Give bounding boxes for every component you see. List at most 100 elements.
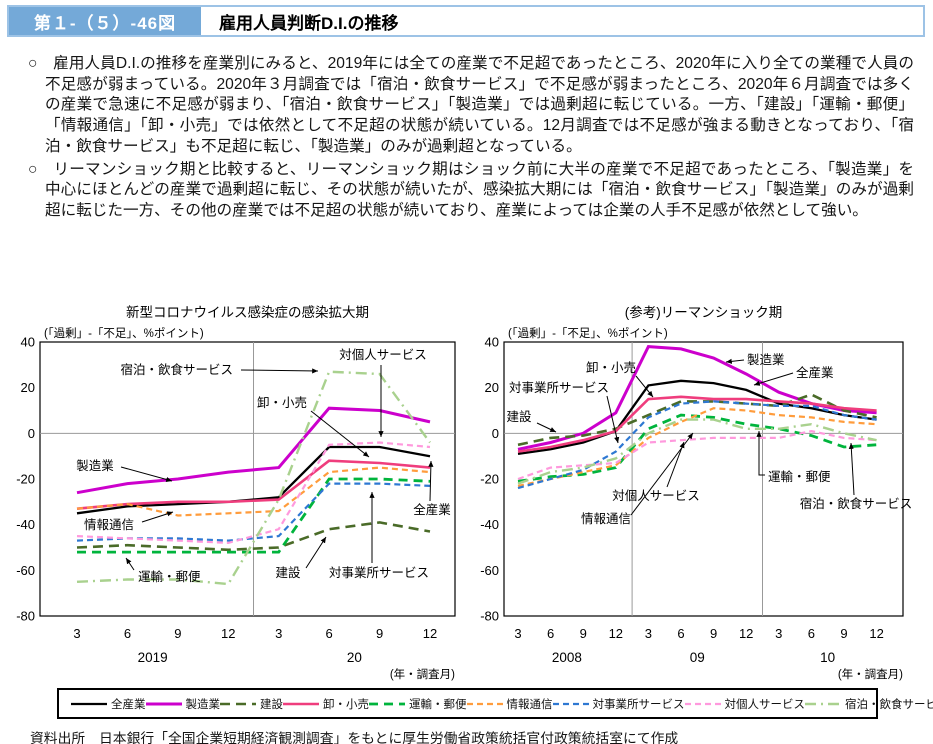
annotation-label-manufacturing: 製造業 bbox=[747, 352, 785, 367]
series-line-wholesale-retail bbox=[76, 459, 431, 510]
annotation-arrow-wholesale-retail bbox=[310, 410, 370, 458]
year-label: 20 bbox=[347, 650, 362, 665]
paragraph-lehman-comparison: ○ リーマンショック期と比較すると、リーマンショック期はショック前に大半の産業で… bbox=[28, 160, 914, 219]
x-tick-label: 12 bbox=[869, 626, 883, 641]
x-tick-label: 3 bbox=[775, 626, 782, 641]
annotation-arrow-accommodation-food-services bbox=[240, 368, 319, 374]
legend-label-accommodation-food-services: 宿泊・飲食サービス bbox=[845, 698, 933, 711]
series-line-personal-services bbox=[517, 429, 877, 481]
legend-line-personal-services bbox=[684, 702, 721, 705]
figure-number-badge: 第１-（５）-46図 bbox=[9, 7, 201, 35]
year-label: 10 bbox=[820, 650, 835, 665]
annotation-label-all-industries: 全産業 bbox=[796, 365, 834, 380]
series-line-transport-postal bbox=[77, 477, 431, 554]
y-axis-unit-label: (「過剰」-「不足」、%ポイント) bbox=[44, 327, 204, 340]
legend-label-business-services: 対事業所サービス bbox=[592, 698, 685, 711]
x-tick-label: 12 bbox=[423, 626, 437, 641]
year-label: 2008 bbox=[552, 650, 582, 665]
x-tick-label: 6 bbox=[677, 626, 684, 641]
annotation-label-personal-services: 対個人サービス bbox=[612, 489, 700, 503]
chart-title: (参考)リーマンショック期 bbox=[625, 304, 783, 320]
legend-label-personal-services: 対個人サービス bbox=[724, 698, 806, 711]
annotation-arrow-manufacturing bbox=[120, 466, 173, 482]
series-line-construction bbox=[517, 393, 877, 447]
x-tick-label: 6 bbox=[808, 626, 815, 641]
annotation-arrow-accommodation-food-services bbox=[848, 442, 855, 496]
annotation-arrow-transport-postal bbox=[756, 431, 765, 476]
year-label: 2019 bbox=[138, 650, 168, 665]
y-tick-label: -40 bbox=[16, 517, 35, 532]
legend-line-manufacturing bbox=[145, 702, 182, 705]
annotation-label-transport-postal: 運輸・郵便 bbox=[138, 569, 201, 584]
annotation-label-wholesale-retail: 卸・小売 bbox=[586, 360, 636, 375]
annotation-label-information-communications: 情報通信 bbox=[581, 512, 631, 526]
y-axis-unit-label: (「過剰」-「不足」、%ポイント) bbox=[508, 327, 668, 340]
legend-item-business-services: 対事業所サービス bbox=[552, 696, 685, 712]
annotation-arrow-information-communications bbox=[141, 511, 174, 523]
annotation-label-accommodation-food-services: 宿泊・飲食サービス bbox=[120, 362, 233, 377]
series-line-construction bbox=[76, 521, 431, 552]
covid-period-chart-panel: 新型コロナウイルス感染症の感染拡大期 (「過剰」-「不足」、%ポイント) 40 20 0… bbox=[0, 300, 465, 688]
series-line-personal-services bbox=[76, 441, 431, 545]
legend-item-all-industries: 全産業 bbox=[71, 696, 146, 712]
legend: 全産業 製造業 建設 卸・小売 運輸・郵便 情報通信 対事業所サービス 対個人サービス 宿泊・飲… bbox=[57, 688, 933, 719]
legend-item-wholesale-retail: 卸・小売 bbox=[283, 696, 369, 712]
legend-line-accommodation-food-services bbox=[805, 702, 841, 705]
x-tick-label: 9 bbox=[376, 626, 383, 641]
annotation-label-manufacturing: 製造業 bbox=[76, 458, 114, 473]
covid-chart-svg: 新型コロナウイルス感染症の感染拡大期 (「過剰」-「不足」、%ポイント) 40 20 0… bbox=[16, 304, 456, 681]
x-tick-label: 6 bbox=[326, 626, 333, 641]
x-tick-label: 9 bbox=[580, 626, 587, 641]
y-tick-label: 0 bbox=[28, 426, 35, 441]
annotation-label-construction: 建設 bbox=[506, 409, 532, 424]
legend-item-manufacturing: 製造業 bbox=[145, 696, 220, 712]
figure-title: 雇用人員判断D.I.の推移 bbox=[201, 7, 923, 35]
x-tick-label: 9 bbox=[174, 626, 181, 641]
lehman-period-chart-panel: (参考)リーマンショック期 (「過剰」-「不足」、%ポイント) 40 20 0 -20 -4… bbox=[465, 300, 933, 688]
legend-line-transport-postal bbox=[369, 702, 405, 705]
annotation-arrow-transport-postal bbox=[125, 557, 135, 571]
annotation-arrow-construction bbox=[536, 422, 557, 433]
series-line-transport-postal bbox=[517, 413, 877, 483]
x-tick-label: 12 bbox=[739, 626, 753, 641]
plot-border bbox=[503, 341, 904, 617]
series-line-accommodation-food-services bbox=[76, 370, 431, 586]
lehman-chart-svg: (参考)リーマンショック期 (「過剰」-「不足」、%ポイント) 40 20 0 -20 -4… bbox=[480, 304, 913, 681]
series-line-accommodation-food-services bbox=[517, 418, 877, 485]
annotation-label-business-services: 対事業所サービス bbox=[509, 380, 609, 395]
description-paragraphs: ○ 雇用人員D.I.の推移を産業別にみると、2019年には全ての産業で不足超であ… bbox=[28, 54, 914, 224]
x-tick-label: 3 bbox=[275, 626, 282, 641]
annotation-arrow-all-industries bbox=[753, 372, 794, 386]
legend-item-construction: 建設 bbox=[220, 696, 283, 712]
source-note: 資料出所 日本銀行「全国企業短期経済観測調査」をもとに厚生労働省政策統括官付政策… bbox=[30, 731, 679, 744]
legend-item-accommodation-food-services: 宿泊・飲食サービス bbox=[805, 696, 933, 712]
x-tick-label: 3 bbox=[73, 626, 80, 641]
series-line-manufacturing bbox=[76, 406, 431, 495]
legend-label-transport-postal: 運輸・郵便 bbox=[409, 698, 467, 711]
y-tick-label: 40 bbox=[21, 335, 35, 350]
legend-label-information-communications: 情報通信 bbox=[506, 698, 553, 711]
x-tick-label: 12 bbox=[221, 626, 235, 641]
figure-header: 第１-（５）-46図 雇用人員判断D.I.の推移 bbox=[7, 5, 925, 37]
legend-item-personal-services: 対個人サービス bbox=[684, 696, 806, 712]
annotation-label-accommodation-food-services: 宿泊・飲食サービス bbox=[800, 496, 913, 511]
y-tick-label: 20 bbox=[485, 380, 499, 395]
y-tick-label: -60 bbox=[480, 563, 499, 578]
legend-item-transport-postal: 運輸・郵便 bbox=[369, 696, 467, 712]
x-tick-label: 9 bbox=[710, 626, 717, 641]
series-line-all-industries bbox=[517, 379, 877, 456]
x-tick-label: 6 bbox=[547, 626, 554, 641]
axis-note: (年・調査月) bbox=[838, 667, 903, 681]
year-label: 09 bbox=[690, 650, 705, 665]
paragraph-covid-summary: ○ 雇用人員D.I.の推移を産業別にみると、2019年には全ての産業で不足超であ… bbox=[28, 55, 914, 155]
y-tick-label: -20 bbox=[480, 472, 499, 487]
y-tick-label: -60 bbox=[16, 563, 35, 578]
legend-label-wholesale-retail: 卸・小売 bbox=[323, 698, 369, 711]
axis-note: (年・調査月) bbox=[390, 667, 455, 681]
series-line-business-services bbox=[517, 400, 877, 490]
plot-border bbox=[39, 341, 456, 617]
annotation-label-transport-postal: 運輸・郵便 bbox=[768, 469, 831, 484]
y-tick-label: -80 bbox=[16, 609, 35, 624]
annotation-arrow-manufacturing bbox=[725, 358, 745, 364]
annotation-arrow-wholesale-retail bbox=[635, 375, 654, 398]
